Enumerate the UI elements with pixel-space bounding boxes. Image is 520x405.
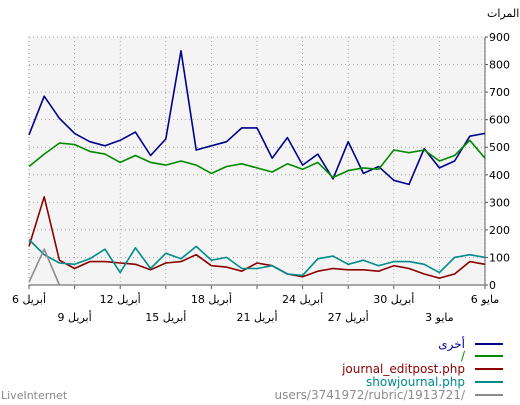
series-line xyxy=(28,248,485,286)
series-line xyxy=(28,139,486,179)
y-axis-ticks: 0 100 200 300 400 500 600 700 800 900 xyxy=(485,31,510,292)
legend: أخرى/journal_editpost.phpshowjournal.php… xyxy=(274,336,503,402)
y-tick-label: 500 xyxy=(489,141,510,154)
legend-label: users/3741972/rubric/1913721/ xyxy=(274,388,465,402)
legend-label: / xyxy=(461,349,466,363)
series-line xyxy=(28,238,486,277)
y-tick-label: 300 xyxy=(489,196,510,209)
x-tick-label: 6 أبريل xyxy=(12,292,46,306)
watermark: LiveInternet xyxy=(1,389,68,402)
legend-label: showjournal.php xyxy=(366,375,465,389)
x-tick-label: 24 أبريل xyxy=(282,292,323,306)
y-tick-label: 100 xyxy=(489,251,510,264)
grid-lines xyxy=(28,36,486,285)
x-tick-label-lower: 3 مايو xyxy=(425,311,454,324)
x-tick-label: 6 مايو xyxy=(471,293,500,306)
series-lines xyxy=(28,49,486,286)
x-tick-label-lower: 15 أبريل xyxy=(145,310,186,324)
x-tick-label-lower: 27 أبريل xyxy=(328,310,369,324)
legend-label: أخرى xyxy=(438,336,465,352)
series-line xyxy=(28,49,486,186)
legend-label: journal_editpost.php xyxy=(341,362,465,376)
y-tick-label: 600 xyxy=(489,114,510,127)
y-tick-label: 800 xyxy=(489,59,510,72)
y-tick-label: 700 xyxy=(489,86,510,99)
x-axis-ticks: 6 مايو 30 أبريل 24 أبريل 18 أبريل 12 أبريل 6 … xyxy=(12,285,499,324)
y-tick-label: 400 xyxy=(489,169,510,182)
y-tick-label: 0 xyxy=(489,279,496,292)
x-tick-label-lower: 21 أبريل xyxy=(236,310,277,324)
x-tick-label: 12 أبريل xyxy=(100,292,141,306)
x-tick-label: 18 أبريل xyxy=(191,292,232,306)
series-line xyxy=(28,196,486,279)
x-tick-label: 30 أبريل xyxy=(373,292,414,306)
y-tick-label: 200 xyxy=(489,224,510,237)
x-tick-label-lower: 9 أبريل xyxy=(58,310,92,324)
y-axis-label: المرات xyxy=(487,7,519,20)
y-tick-label: 900 xyxy=(489,31,510,44)
